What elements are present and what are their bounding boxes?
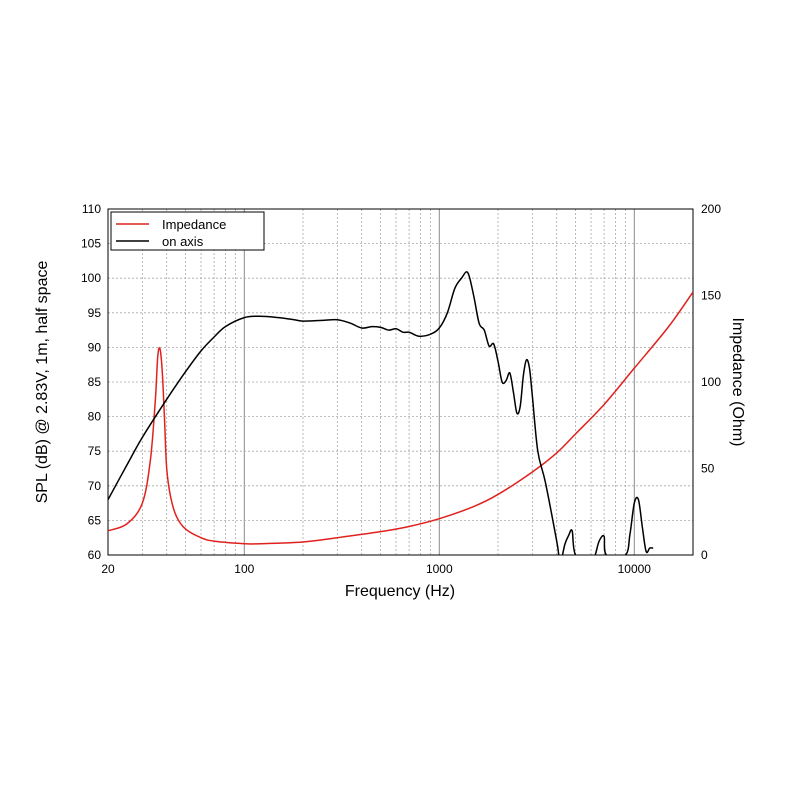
legend: Impedance on axis [110,211,265,251]
legend-label-on-axis: on axis [162,234,204,249]
y-tick-label: 90 [88,340,102,354]
x-axis-title: Frequency (Hz) [345,583,455,600]
y2-tick-label: 150 [701,289,721,303]
y2-tick-label: 200 [701,202,721,216]
y-tick-label: 85 [88,375,102,389]
y2-tick-label: 50 [701,462,715,476]
x-tick-label: 20 [101,562,115,576]
y-tick-label: 65 [88,513,102,527]
series-line-on-axis [108,271,654,555]
x-tick-label: 1000 [426,562,453,576]
y-tick-label: 60 [88,548,102,562]
y-axis-title: SPL (dB) @ 2.83V, 1m, half space [34,261,51,504]
y-tick-label: 75 [88,444,102,458]
series-line-impedance [108,291,693,545]
series-layer [108,271,693,555]
y-tick-label: 110 [82,202,101,216]
y2-tick-label: 100 [701,375,721,389]
x-tick-label: 10000 [618,562,652,576]
y2-tick-label: 0 [701,548,708,562]
y-tick-label: 70 [88,479,102,493]
y2-axis-title: Impedance (Ohm) [729,318,746,447]
legend-box [110,211,265,251]
y-tick-label: 105 [81,237,101,251]
tick-labels: 20 100 1000 10000 60 65 70 75 80 85 90 95 100 105 110 0… [81,202,721,576]
x-tick-label: 100 [234,562,254,576]
legend-label-impedance: Impedance [162,217,226,232]
plot-frame [107,208,694,556]
y-tick-label: 95 [88,306,102,320]
y-tick-label: 100 [81,271,101,285]
grid [108,209,693,555]
y-tick-label: 80 [88,410,102,424]
